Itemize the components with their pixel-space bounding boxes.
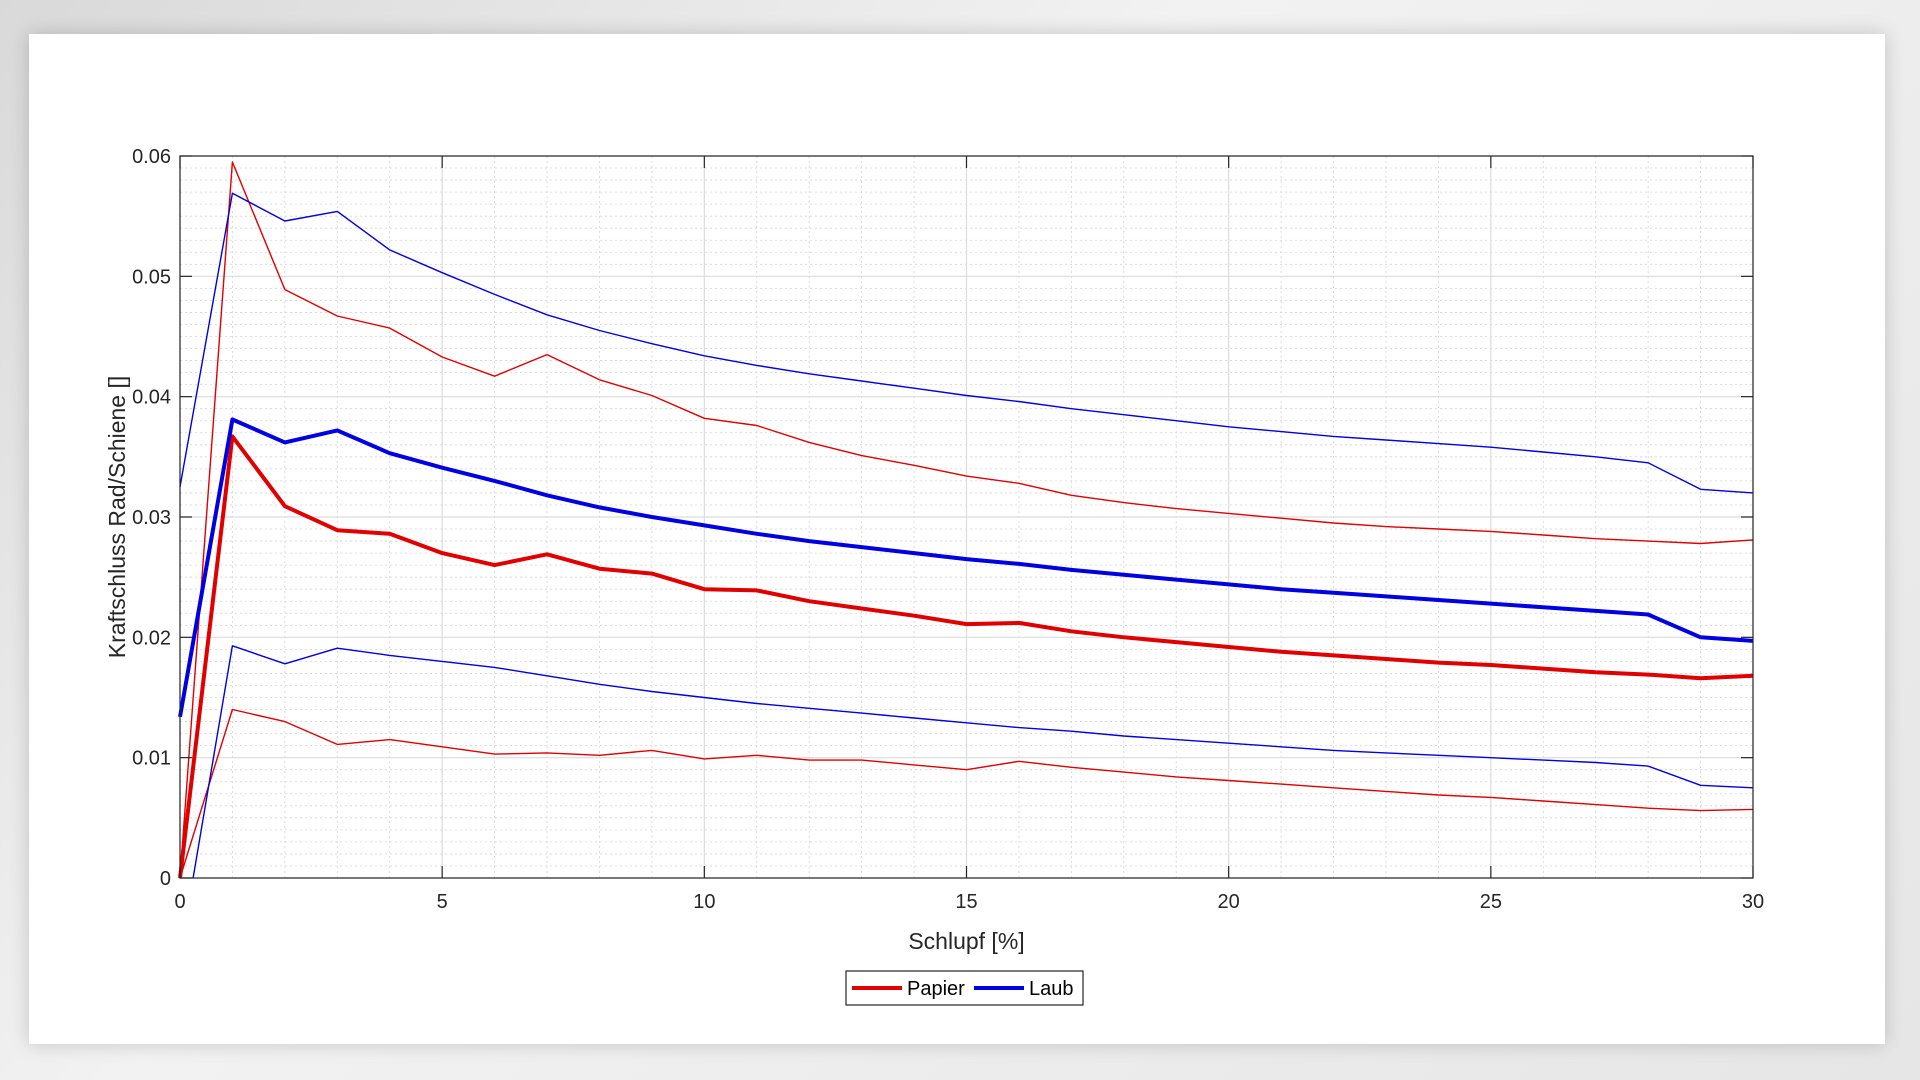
x-axis-label: Schlupf [%] [908, 928, 1024, 954]
y-tick-label: 0.02 [132, 627, 171, 649]
legend: Papier Laub [845, 970, 1084, 1006]
y-tick-labels: 0 0.01 0.02 0.03 0.04 0.05 0.06 [132, 146, 171, 890]
x-tick-label: 5 [437, 891, 448, 913]
papier-mean-line [178, 434, 1754, 879]
axis-ticks [179, 155, 1754, 879]
x-tick-label: 10 [693, 891, 715, 913]
y-tick-label: 0 [160, 868, 171, 890]
y-tick-label: 0.05 [132, 266, 171, 288]
laub-upper-bound-line [179, 192, 1754, 494]
laub-mean-line [178, 417, 1754, 718]
y-tick-label: 0.01 [132, 748, 171, 770]
laub-lower-bound-line [192, 645, 1754, 879]
series-layer [178, 161, 1754, 879]
y-tick-label: 0.06 [132, 146, 171, 168]
legend-label-papier: Papier [907, 978, 965, 1000]
line-chart: 0 5 10 15 20 25 30 0 0.01 0.02 0.03 0.04 0.05 0.06 S… [104, 146, 1764, 1006]
x-tick-label: 20 [1218, 891, 1240, 913]
slide-background: 0 5 10 15 20 25 30 0 0.01 0.02 0.03 0.04 0.05 0.06 S… [29, 34, 1885, 1044]
y-tick-label: 0.04 [132, 387, 171, 409]
legend-label-laub: Laub [1029, 978, 1074, 1000]
y-tick-label: 0.03 [132, 507, 171, 529]
y-axis-label: Kraftschluss Rad/Schiene [] [104, 376, 130, 659]
papier-upper-bound-line [179, 161, 1754, 879]
x-tick-label: 15 [955, 891, 977, 913]
papier-lower-bound-line [179, 708, 1754, 879]
x-tick-label: 25 [1480, 891, 1502, 913]
x-tick-label: 0 [174, 891, 185, 913]
x-tick-labels: 0 5 10 15 20 25 30 [174, 891, 1764, 913]
x-tick-label: 30 [1742, 891, 1764, 913]
